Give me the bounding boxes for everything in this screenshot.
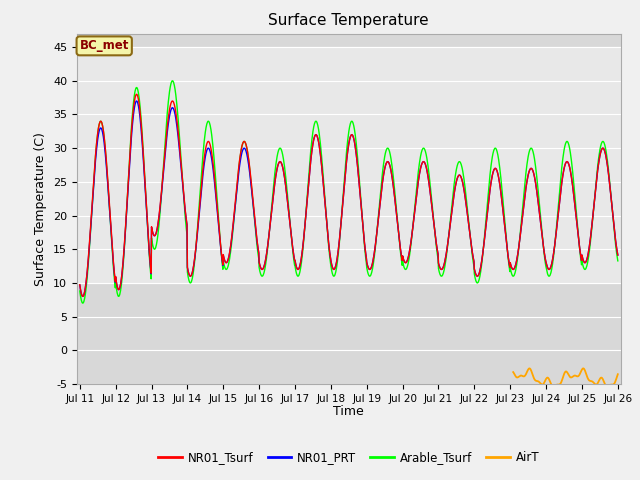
Y-axis label: Surface Temperature (C): Surface Temperature (C) — [35, 132, 47, 286]
Legend: NR01_Tsurf, NR01_PRT, Arable_Tsurf, AirT: NR01_Tsurf, NR01_PRT, Arable_Tsurf, AirT — [154, 446, 544, 468]
Text: BC_met: BC_met — [79, 39, 129, 52]
X-axis label: Time: Time — [333, 405, 364, 418]
Bar — [77, 47, 621, 283]
Title: Surface Temperature: Surface Temperature — [269, 13, 429, 28]
